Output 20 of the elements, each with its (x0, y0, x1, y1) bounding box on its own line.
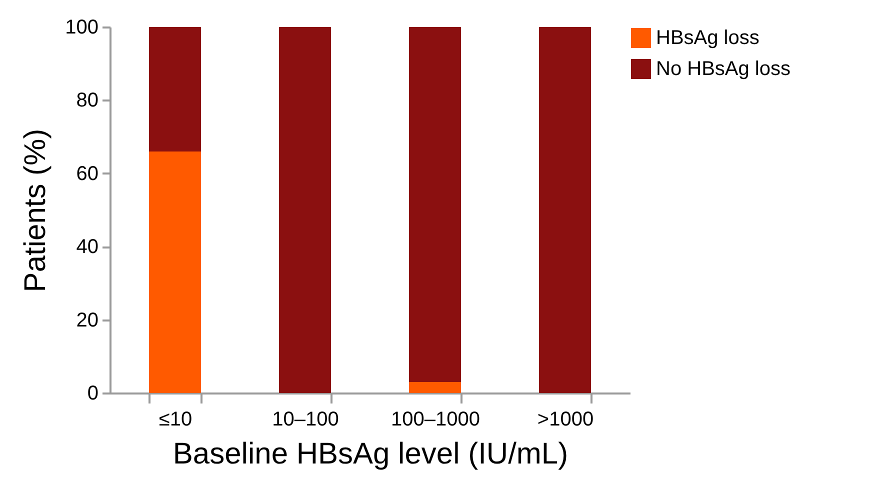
bar (539, 27, 591, 393)
x-tick-label: 10–100 (272, 408, 339, 430)
y-tick-label: 80 (76, 90, 98, 112)
y-tick-label: 40 (76, 236, 98, 258)
x-axis-title: Baseline HBsAg level (IU/mL) (172, 438, 568, 470)
bar (279, 27, 331, 393)
bar (149, 27, 201, 152)
y-tick-label: 20 (76, 309, 98, 332)
y-tick-label: 0 (87, 382, 98, 404)
bar (409, 382, 461, 393)
y-tick-label: 60 (76, 162, 98, 185)
bar (409, 27, 461, 382)
y-tick-label: 100 (65, 16, 98, 38)
y-axis-title: Patients (%) (19, 128, 52, 292)
x-tick-label: >1000 (537, 408, 594, 430)
bar (149, 151, 201, 393)
legend-label: No HBsAg loss (656, 58, 790, 80)
x-tick-label: ≤10 (158, 408, 192, 430)
legend-label: HBsAg loss (656, 27, 760, 49)
x-tick-label: 100–1000 (391, 408, 480, 430)
